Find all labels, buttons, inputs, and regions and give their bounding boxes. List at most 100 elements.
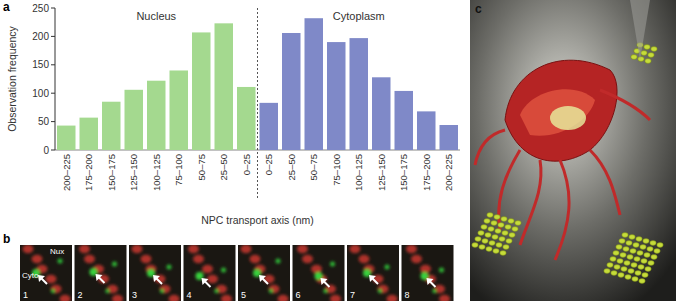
red-spot — [160, 285, 171, 293]
micrograph-frame: 4 — [184, 245, 236, 301]
particle — [502, 231, 508, 236]
bar — [372, 77, 391, 150]
red-spot — [297, 245, 308, 253]
y-tick — [51, 64, 55, 65]
red-spot — [411, 255, 422, 263]
green-spot — [330, 262, 335, 267]
blobs — [297, 245, 341, 301]
particle — [492, 235, 498, 240]
particle — [607, 263, 613, 268]
y-tick — [51, 36, 55, 37]
red-spot — [132, 245, 143, 253]
y-tick — [51, 8, 55, 9]
frame-bg — [402, 245, 454, 301]
particle — [647, 247, 653, 252]
x-tick-label: 0–25 — [263, 154, 274, 175]
bar — [305, 18, 324, 150]
frame-bg — [184, 245, 236, 301]
y-tick-label: 50 — [38, 116, 50, 127]
blobs — [188, 245, 232, 301]
particle — [478, 231, 484, 236]
cargo — [550, 106, 586, 130]
x-tick-label: 150–175 — [106, 154, 117, 191]
x-tick-label: 25–50 — [218, 154, 229, 180]
frame-bg — [293, 245, 345, 301]
x-tick-label: 75–100 — [331, 154, 342, 186]
particle — [651, 47, 657, 52]
particle — [479, 245, 485, 250]
bar — [57, 126, 76, 150]
filament — [499, 150, 520, 230]
filament — [555, 160, 569, 260]
red-spot — [302, 255, 313, 263]
red-spot — [439, 295, 450, 301]
particle — [634, 257, 640, 262]
series-label: Cytoplasm — [333, 10, 385, 22]
red-spot — [112, 295, 123, 301]
red-spot — [32, 255, 43, 263]
particle — [651, 255, 657, 260]
micrograph-frame: 1 — [20, 245, 72, 301]
bar — [350, 38, 369, 150]
bar — [80, 118, 99, 150]
blobs — [350, 245, 398, 301]
particle — [641, 51, 647, 56]
y-tick — [51, 121, 55, 122]
particle — [472, 243, 478, 248]
particle — [604, 269, 610, 274]
blobs — [23, 245, 71, 301]
red-spot — [193, 255, 204, 263]
particle — [481, 225, 487, 230]
bar — [102, 102, 121, 150]
x-tick-label: 25–50 — [286, 154, 297, 180]
x-tick-label: 150–175 — [398, 154, 409, 191]
green-spot — [385, 265, 390, 270]
red-spot — [378, 285, 389, 293]
bar — [282, 33, 301, 150]
filament — [600, 90, 650, 120]
particle — [508, 219, 514, 224]
x-tick-label: 125–150 — [128, 154, 139, 191]
x-tick-label: 75–100 — [173, 154, 184, 186]
bar — [170, 70, 189, 150]
micrograph-frame: 3 — [129, 245, 181, 301]
green-spot — [105, 289, 109, 293]
particle — [620, 253, 626, 258]
red-spot — [350, 245, 361, 253]
particle — [614, 265, 620, 270]
frame-number: 6 — [296, 290, 301, 300]
frame-bg — [129, 245, 181, 301]
bar — [260, 103, 279, 150]
y-tick-label: 250 — [32, 3, 49, 14]
particle — [648, 261, 654, 266]
x-tick-label: 100–125 — [353, 154, 364, 191]
particle — [633, 243, 639, 248]
x-tick-label: 175–200 — [83, 154, 94, 191]
particle — [650, 241, 656, 246]
frame-number: 7 — [350, 290, 355, 300]
particle — [491, 221, 497, 226]
particle — [617, 259, 623, 264]
bar — [147, 81, 166, 150]
red-spot — [241, 245, 252, 253]
red-spot — [84, 255, 95, 263]
filament — [475, 130, 505, 165]
render — [472, 0, 663, 283]
arrow-head — [202, 278, 209, 285]
particle — [475, 237, 481, 242]
green-spot — [214, 289, 218, 293]
particle — [505, 225, 511, 230]
figure: a050100150200250Observation frequency200… — [0, 0, 676, 301]
red-spot — [202, 265, 213, 273]
particle — [493, 249, 499, 254]
particle — [643, 239, 649, 244]
bar — [395, 91, 414, 150]
red-spot — [387, 295, 398, 301]
red-spot — [311, 265, 322, 273]
blobs — [79, 245, 123, 301]
green-spot — [58, 259, 63, 264]
particle — [626, 241, 632, 246]
frame-number: 1 — [23, 290, 28, 300]
particle — [621, 267, 627, 272]
particle — [495, 229, 501, 234]
